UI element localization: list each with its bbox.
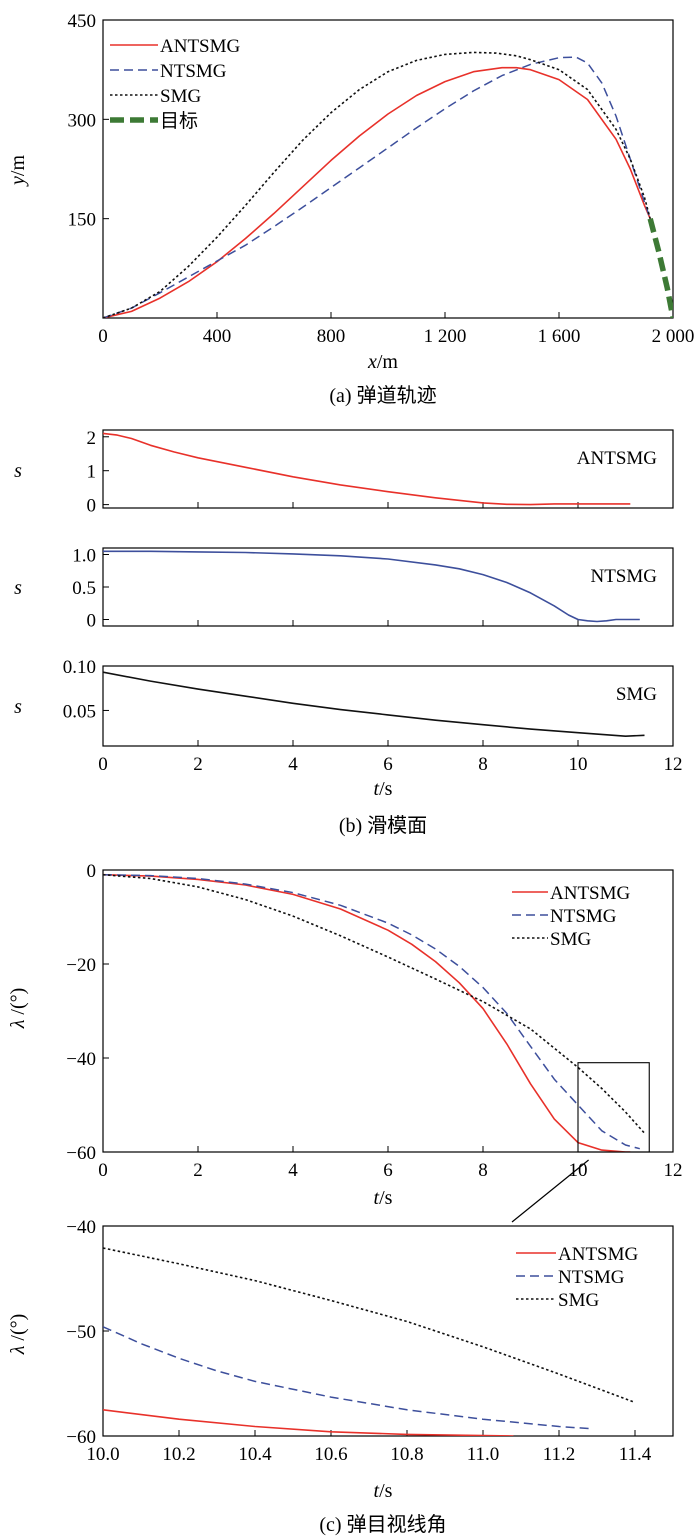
caption-c: (c) 弹目视线角 <box>319 1513 446 1536</box>
x-tick-label: 2 000 <box>652 326 695 347</box>
plot-b1-ylabel: s <box>14 460 22 482</box>
x-tick-label: 10.2 <box>162 1444 195 1465</box>
plot-a-xlabel: x/m <box>367 351 398 373</box>
x-tick-label: 800 <box>317 326 346 347</box>
x-tick-label: 4 <box>288 1160 298 1181</box>
plot-b3-xlabel: t/s <box>374 778 393 800</box>
x-tick-label: 12 <box>664 754 683 775</box>
y-tick-label: 150 <box>68 210 97 231</box>
x-tick-label: 8 <box>478 1160 488 1181</box>
series-line-ntsmg <box>103 1326 590 1430</box>
y-tick-label: −40 <box>66 1049 96 1070</box>
legend-label: NTSMG <box>550 906 617 927</box>
legend-label: 目标 <box>160 110 198 132</box>
x-tick-label: 2 <box>193 1160 203 1181</box>
x-tick-label: 0 <box>98 754 108 775</box>
plot-b3-annotation: SMG <box>616 684 657 705</box>
x-tick-label: 11.4 <box>619 1444 652 1465</box>
x-tick-label: 0 <box>98 326 108 347</box>
plot-c2-los-angle-zoom: 10.0 10.2 10.4 10.6 10.8 11.0 11.2 11.4 −60 −50 −4… <box>66 1217 674 1465</box>
plot-b2-annotation: NTSMG <box>590 566 657 587</box>
y-tick-label: −60 <box>66 1143 96 1164</box>
series-line-smg <box>103 1247 636 1404</box>
y-tick-label: −60 <box>66 1427 96 1448</box>
legend-label: ANTSMG <box>160 36 241 57</box>
y-tick-label: 300 <box>68 110 97 131</box>
plot-c1-xlabel: t/s <box>374 1187 393 1209</box>
legend-label: SMG <box>550 929 591 950</box>
legend-label: SMG <box>160 86 201 107</box>
zoom-box <box>577 1062 650 1153</box>
series-line-ntsmg <box>103 550 640 623</box>
plot-b1-axes-frame <box>102 429 674 509</box>
y-tick-label: 0.5 <box>72 578 96 599</box>
plot-a-trajectory: 0 400 800 1 200 1 600 2 000 150 300 450 ANTSMG NTS… <box>68 11 695 347</box>
y-tick-label: 2 <box>87 428 97 449</box>
series-line-smg <box>103 51 651 318</box>
plot-c1-ylabel: λ /(°) <box>7 988 29 1030</box>
zoom-connector-line <box>511 1159 589 1223</box>
series-line-ntsmg <box>103 56 651 318</box>
y-tick-label: 0.10 <box>63 657 96 678</box>
y-tick-label: −20 <box>66 955 96 976</box>
y-tick-label: 450 <box>68 11 97 32</box>
y-tick-label: 0 <box>87 496 97 517</box>
x-tick-label: 10.0 <box>86 1444 119 1465</box>
y-tick-label: 1 <box>87 462 97 483</box>
plot-a-axes-frame <box>102 19 674 319</box>
series-line-antsmg <box>103 432 631 506</box>
y-tick-label: 1.0 <box>72 546 96 567</box>
series-line-antsmg <box>103 873 631 1152</box>
x-tick-label: 10.8 <box>390 1444 423 1465</box>
y-tick-label: 0.05 <box>63 701 96 722</box>
x-tick-label: 4 <box>288 754 298 775</box>
x-tick-label: 10.6 <box>314 1444 347 1465</box>
x-tick-label: 11.2 <box>543 1444 576 1465</box>
series-line-smg <box>103 671 645 737</box>
series-line-ntsmg <box>103 873 640 1150</box>
x-tick-label: 6 <box>383 754 393 775</box>
x-tick-label: 10.4 <box>238 1444 272 1465</box>
x-tick-label: 11.0 <box>467 1444 500 1465</box>
plot-b1-sliding-surface-antsmg: 0 1 2 ANTSMG <box>87 428 674 517</box>
series-line-antsmg <box>103 1409 514 1436</box>
x-tick-label: 0 <box>98 1160 108 1181</box>
y-tick-label: 0 <box>87 611 97 632</box>
plot-c2-xlabel: t/s <box>374 1480 393 1502</box>
series-line-antsmg <box>103 66 651 318</box>
plot-c2-ylabel: λ /(°) <box>7 1314 29 1356</box>
plot-a-legend: ANTSMG NTSMG SMG 目标 <box>110 36 241 132</box>
legend-label: SMG <box>558 1290 599 1311</box>
x-tick-label: 8 <box>478 754 488 775</box>
x-tick-label: 10 <box>569 754 588 775</box>
x-tick-label: 1 600 <box>538 326 581 347</box>
legend-label: NTSMG <box>558 1267 625 1288</box>
plot-b1-annotation: ANTSMG <box>577 448 658 469</box>
plot-b2-sliding-surface-ntsmg: 0 0.5 1.0 NTSMG <box>72 546 674 632</box>
legend-label: NTSMG <box>160 61 227 82</box>
y-tick-label: 0 <box>87 861 97 882</box>
plot-b2-ylabel: s <box>14 577 22 599</box>
x-tick-label: 12 <box>664 1160 683 1181</box>
legend-label: ANTSMG <box>550 883 631 904</box>
caption-b: (b) 滑模面 <box>339 814 427 837</box>
y-tick-label: −50 <box>66 1322 96 1343</box>
series-line-smg <box>103 873 646 1134</box>
y-tick-label: −40 <box>66 1217 96 1238</box>
x-tick-label: 2 <box>193 754 203 775</box>
plot-b3-ylabel: s <box>14 696 22 718</box>
plot-a-ylabel: y/m <box>7 155 29 187</box>
plot-b3-sliding-surface-smg: 0 2 4 6 8 10 12 0.05 0.10 SMG <box>63 657 683 775</box>
x-tick-label: 6 <box>383 1160 393 1181</box>
series-line-target <box>647 218 673 318</box>
legend-label: ANTSMG <box>558 1244 639 1265</box>
caption-a: (a) 弹道轨迹 <box>329 384 436 407</box>
x-tick-label: 400 <box>203 326 232 347</box>
x-tick-label: 1 200 <box>424 326 467 347</box>
